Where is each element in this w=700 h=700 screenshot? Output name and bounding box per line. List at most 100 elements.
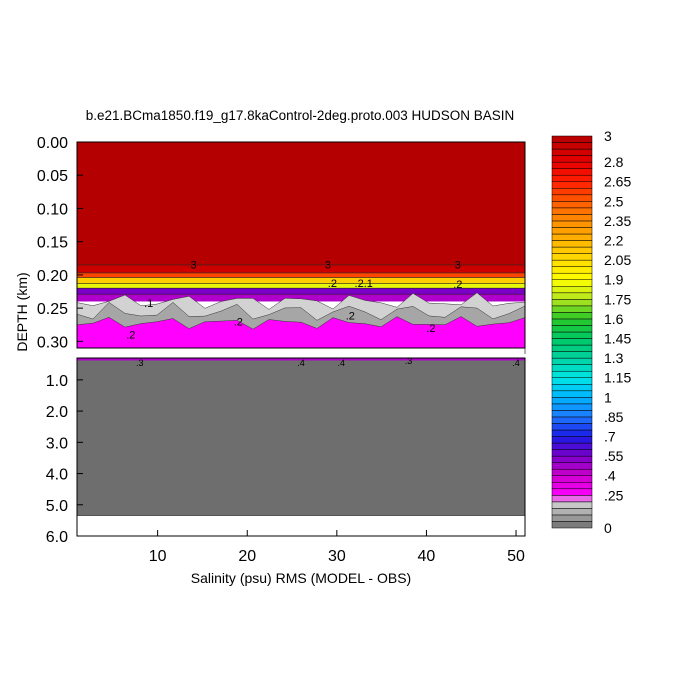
colorbar-box-34: [551, 299, 593, 307]
colorbar-box-16: [551, 416, 593, 424]
lower-y-tick-label-5: 6.0: [46, 529, 68, 546]
upper-contour-label-7: .2: [234, 316, 243, 328]
lower-y-tick-label-2: 3.0: [46, 435, 68, 452]
colorbar-box-25: [551, 357, 593, 365]
colorbar-label-8: 1.75: [604, 291, 631, 307]
lower-contour-label-0: .3: [136, 358, 144, 368]
colorbar-box-46: [551, 220, 593, 228]
colorbar-box-24: [551, 364, 593, 372]
upper-y-tick-label-5: 0.25: [37, 301, 68, 318]
upper-y-tick-label-6: 0.30: [37, 334, 68, 351]
upper-panel-frame: [76, 141, 526, 349]
x-tick-label-4: 50: [507, 548, 525, 565]
colorbar-box-59: [551, 135, 593, 143]
y-axis-label: DEPTH (km): [14, 272, 30, 351]
colorbar-box-4: [551, 495, 593, 503]
colorbar-label-5: 2.2: [604, 233, 624, 249]
upper-y-tick-label-4: 0.20: [37, 268, 68, 285]
colorbar-label-17: .4: [604, 468, 616, 484]
upper-depth-panel: 3 3 3.2.2.1.2.1.2.2.2.2 0.000.050.100.150.…: [37, 135, 526, 354]
colorbar-label-12: 1.15: [604, 370, 631, 386]
colorbar-box-54: [551, 168, 593, 176]
upper-layer-4: [77, 283, 525, 289]
lower-layer-1: [77, 360, 525, 516]
colorbar-box-53: [551, 174, 593, 182]
colorbar-label-9: 1.6: [604, 311, 624, 327]
lower-contour-label-2: .4: [338, 358, 346, 368]
upper-contour-label-9: .2: [426, 323, 435, 335]
colorbar-box-29: [551, 331, 593, 339]
upper-panel-contour-labels: 3 3 3.2.2.1.2.1.2.2.2.2: [126, 259, 462, 341]
colorbar-box-9: [551, 462, 593, 470]
colorbar-box-21: [551, 384, 593, 392]
colorbar-box-3: [551, 501, 593, 509]
lower-y-tick-label-3: 4.0: [46, 467, 68, 484]
colorbar: 3 2.8 2.65 2.5 2.35 2.2 2.05 1.9 1.75 1.6 1.45 1.3 1…: [551, 128, 631, 536]
colorbar-box-20: [551, 390, 593, 398]
upper-layer-2: [77, 272, 525, 278]
colorbar-box-39: [551, 266, 593, 274]
upper-contour-label-3: .2: [328, 278, 337, 290]
colorbar-box-41: [551, 253, 593, 261]
chart-title: b.e21.BCma1850.f19_g17.8kaControl-2deg.p…: [86, 108, 515, 123]
colorbar-label-3: 2.5: [604, 193, 624, 209]
lower-panel-y-ticks: 1.0 2.0 3.0 4.0 5.0 6.0: [46, 373, 83, 546]
upper-layer-0: [77, 142, 525, 265]
colorbar-box-19: [551, 397, 593, 405]
colorbar-box-45: [551, 227, 593, 235]
colorbar-box-51: [551, 188, 593, 196]
lower-contour-label-3: .3: [405, 356, 413, 366]
colorbar-box-2: [551, 508, 593, 516]
lower-y-tick-label-4: 5.0: [46, 498, 68, 515]
colorbar-box-44: [551, 233, 593, 241]
colorbar-box-58: [551, 142, 593, 150]
colorbar-box-42: [551, 246, 593, 254]
colorbar-box-14: [551, 429, 593, 437]
lower-panel-layers: [77, 358, 525, 517]
upper-panel-layers: [76, 142, 526, 354]
colorbar-label-19: 0: [604, 520, 612, 536]
colorbar-labels: 3 2.8 2.65 2.5 2.35 2.2 2.05 1.9 1.75 1.6 1.45 1.3 1…: [604, 128, 631, 536]
upper-y-tick-label-0: 0.00: [37, 135, 68, 152]
colorbar-label-2: 2.65: [604, 174, 631, 190]
x-tick-label-1: 20: [238, 548, 256, 565]
upper-contour-label-8: .2: [346, 310, 355, 322]
upper-y-tick-label-3: 0.15: [37, 235, 68, 252]
upper-y-tick-label-2: 0.10: [37, 201, 68, 218]
upper-y-tick-label-1: 0.05: [37, 168, 68, 185]
colorbar-label-10: 1.45: [604, 331, 631, 347]
colorbar-box-31: [551, 318, 593, 326]
colorbar-box-0: [551, 521, 593, 529]
colorbar-box-26: [551, 351, 593, 359]
lower-panel-frame: [76, 357, 526, 537]
upper-contour-label-4: .2.1: [355, 278, 373, 290]
lower-panel-contour-labels: .3 .4 .4 .3 .4: [136, 356, 520, 368]
colorbar-label-1: 2.8: [604, 154, 624, 170]
colorbar-box-38: [551, 272, 593, 280]
upper-contour-label-6: .1: [144, 298, 153, 310]
colorbar-box-55: [551, 161, 593, 169]
colorbar-box-27: [551, 344, 593, 352]
colorbar-boxes: [551, 135, 593, 529]
upper-contour-label-2: 3: [455, 259, 461, 271]
x-axis-label: Salinity (psu) RMS (MODEL - OBS): [191, 570, 411, 586]
colorbar-label-18: .25: [604, 487, 624, 503]
colorbar-box-6: [551, 482, 593, 490]
colorbar-label-13: 1: [604, 389, 612, 405]
upper-layer-3: [77, 277, 525, 284]
colorbar-box-13: [551, 436, 593, 444]
colorbar-box-32: [551, 312, 593, 320]
lower-y-tick-label-0: 1.0: [46, 373, 68, 390]
colorbar-box-48: [551, 207, 593, 215]
upper-panel-y-ticks: 0.00 0.05 0.10 0.15 0.20 0.25 0.30: [37, 135, 83, 351]
colorbar-label-14: .85: [604, 409, 624, 425]
lower-contour-label-1: .4: [297, 358, 305, 368]
colorbar-label-7: 1.9: [604, 272, 624, 288]
colorbar-box-43: [551, 240, 593, 248]
colorbar-label-11: 1.3: [604, 350, 624, 366]
lower-y-tick-label-1: 2.0: [46, 404, 68, 421]
colorbar-box-28: [551, 338, 593, 346]
colorbar-box-7: [551, 475, 593, 483]
upper-layer-9: [76, 316, 526, 354]
